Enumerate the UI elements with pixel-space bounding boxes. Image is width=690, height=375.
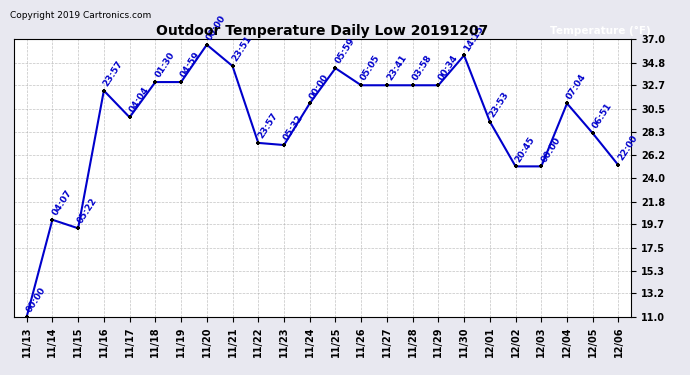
Point [535,164,546,170]
Text: 03:58: 03:58 [411,54,434,82]
Point [304,100,315,106]
Text: 22:00: 22:00 [616,134,640,162]
Point [175,79,186,85]
Text: 05:59: 05:59 [333,36,357,65]
Point [99,88,110,94]
Point [124,114,135,120]
Point [459,53,470,58]
Point [330,65,341,71]
Text: 23:41: 23:41 [385,54,408,82]
Text: 23:53: 23:53 [488,90,511,119]
Point [72,225,83,231]
Text: 23:57: 23:57 [256,111,279,140]
Point [355,82,366,88]
Point [279,142,290,148]
Text: 00:00: 00:00 [205,13,228,42]
Point [562,100,573,106]
Text: 00:00: 00:00 [540,135,562,164]
Point [510,164,521,170]
Text: 04:04: 04:04 [128,86,150,114]
Point [433,82,444,88]
Point [201,42,213,48]
Point [150,79,161,85]
Title: Outdoor Temperature Daily Low 20191207: Outdoor Temperature Daily Low 20191207 [157,24,489,38]
Point [382,82,393,88]
Text: 23:57: 23:57 [102,59,125,88]
Point [47,217,58,223]
Text: 05:32: 05:32 [282,114,305,142]
Text: 00:34: 00:34 [436,54,460,82]
Text: 07:04: 07:04 [565,72,588,100]
Point [407,82,418,88]
Text: 14:15: 14:15 [462,24,485,52]
Text: 05:05: 05:05 [359,54,382,82]
Text: 20:45: 20:45 [513,135,537,164]
Text: 00:00: 00:00 [25,286,48,314]
Point [227,63,238,69]
Text: 23:51: 23:51 [230,34,254,63]
Text: 01:30: 01:30 [153,51,177,79]
Text: 00:00: 00:00 [308,72,331,100]
Text: 06:51: 06:51 [591,102,614,130]
Point [613,162,624,168]
Text: Temperature (°F): Temperature (°F) [550,26,651,36]
Text: 05:22: 05:22 [76,197,99,225]
Point [253,140,264,146]
Point [587,130,598,136]
Point [21,314,32,320]
Point [484,118,495,124]
Text: 04:59: 04:59 [179,50,202,79]
Text: 04:07: 04:07 [50,188,74,217]
Text: Copyright 2019 Cartronics.com: Copyright 2019 Cartronics.com [10,11,152,20]
